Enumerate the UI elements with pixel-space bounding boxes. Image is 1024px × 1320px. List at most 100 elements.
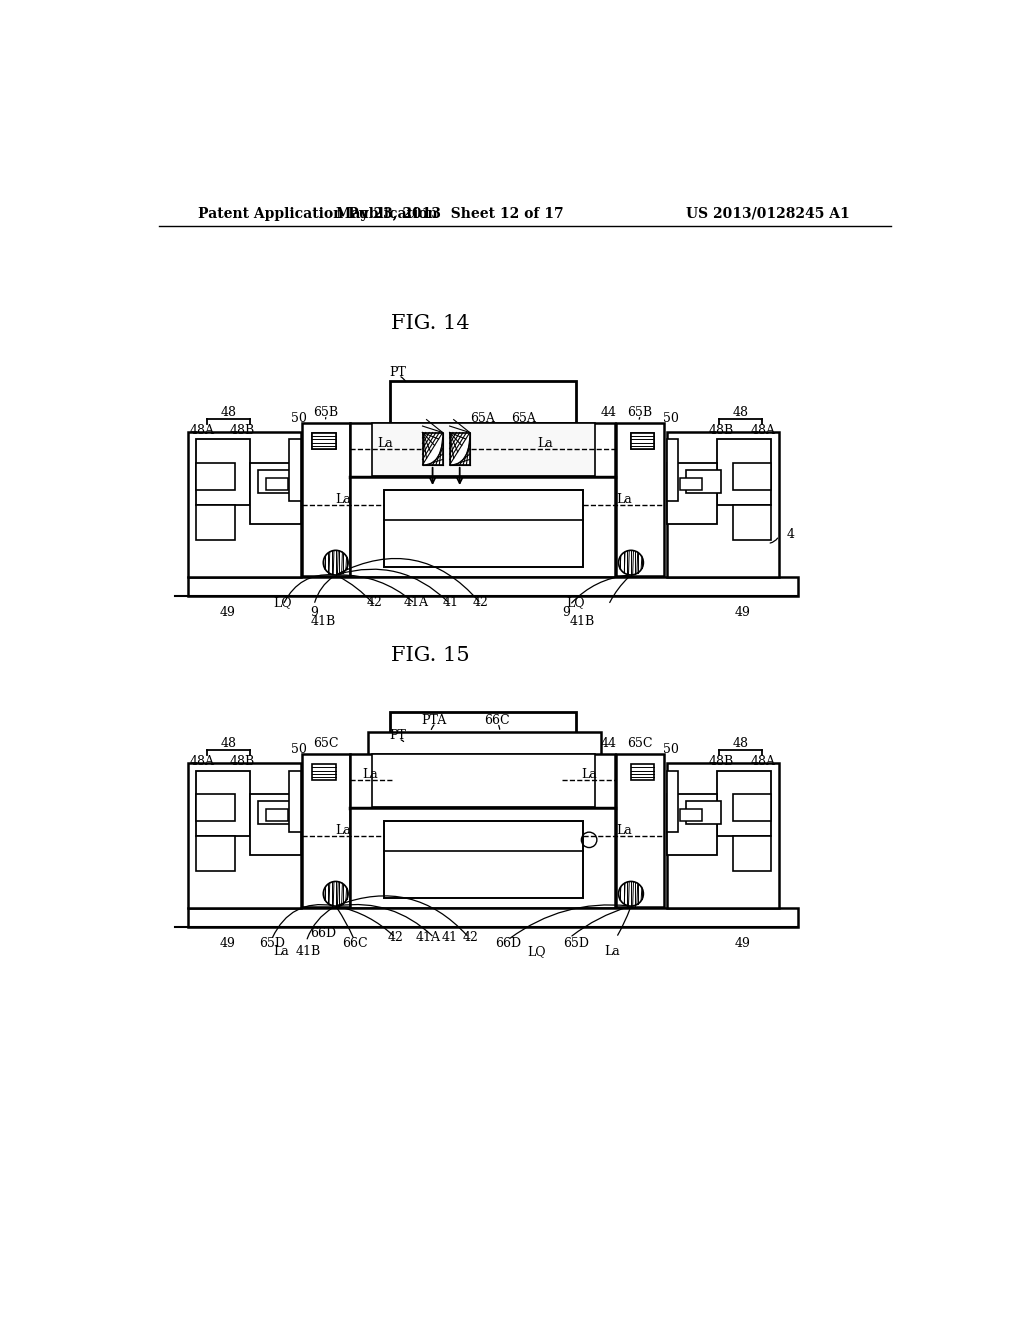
Bar	[350, 477, 615, 577]
Bar	[302, 755, 350, 907]
Text: La: La	[537, 437, 553, 450]
Text: 66C: 66C	[484, 714, 510, 727]
Text: 9: 9	[562, 606, 569, 619]
Text: 41B: 41B	[295, 945, 321, 958]
Bar	[686, 470, 721, 494]
Bar	[450, 433, 470, 465]
Bar	[717, 440, 771, 506]
Bar	[667, 462, 717, 524]
Bar	[372, 755, 595, 807]
Text: 48: 48	[732, 737, 749, 750]
Bar	[197, 440, 251, 506]
Bar	[680, 478, 701, 490]
Text: 42: 42	[463, 931, 478, 944]
Text: La: La	[273, 945, 290, 958]
Text: PTA: PTA	[422, 714, 446, 727]
Text: 66D: 66D	[310, 927, 336, 940]
Bar	[717, 771, 771, 836]
Bar	[251, 793, 301, 855]
Text: Patent Application Publication: Patent Application Publication	[198, 207, 437, 220]
Text: 42: 42	[367, 597, 382, 610]
Bar	[423, 433, 442, 465]
Bar	[312, 764, 336, 780]
Text: 65D: 65D	[563, 937, 589, 950]
Bar	[266, 478, 288, 490]
Text: 48: 48	[221, 737, 237, 750]
Text: La: La	[336, 492, 351, 506]
Text: 48: 48	[732, 407, 749, 418]
Bar	[667, 793, 717, 855]
Text: 49: 49	[219, 606, 236, 619]
Text: 50: 50	[291, 412, 306, 425]
Text: 65B: 65B	[313, 407, 338, 418]
Text: 42: 42	[473, 597, 488, 610]
Bar	[372, 424, 595, 475]
Text: 50: 50	[663, 743, 679, 756]
Text: 48A: 48A	[751, 424, 776, 437]
Bar	[197, 793, 234, 821]
Text: La: La	[336, 824, 351, 837]
Text: 50: 50	[663, 412, 679, 425]
Bar	[197, 836, 234, 871]
Text: 49: 49	[219, 937, 236, 950]
Bar	[188, 763, 301, 908]
Bar	[631, 433, 654, 449]
Text: PT: PT	[389, 730, 407, 742]
Text: 4: 4	[786, 528, 795, 541]
Text: La: La	[378, 437, 393, 450]
Text: La: La	[616, 492, 632, 506]
Text: 65C: 65C	[313, 737, 338, 750]
Bar	[667, 440, 678, 502]
Text: 44: 44	[600, 737, 616, 750]
Bar	[258, 470, 293, 494]
Text: 66C: 66C	[342, 937, 368, 950]
Text: 44: 44	[600, 407, 616, 418]
Text: 41A: 41A	[403, 597, 429, 610]
Bar	[390, 381, 575, 424]
Bar	[384, 821, 583, 898]
Bar	[289, 771, 301, 832]
Text: 41: 41	[442, 597, 459, 610]
Bar	[197, 506, 234, 540]
Bar	[631, 433, 654, 449]
Text: LQ: LQ	[566, 597, 586, 610]
Bar	[667, 432, 779, 577]
Text: 65A: 65A	[470, 412, 496, 425]
Bar	[188, 577, 798, 595]
Bar	[680, 809, 701, 821]
Text: 48A: 48A	[189, 424, 215, 437]
Text: 48B: 48B	[230, 424, 255, 437]
Text: 65D: 65D	[259, 937, 285, 950]
Text: May 23, 2013  Sheet 12 of 17: May 23, 2013 Sheet 12 of 17	[336, 207, 563, 220]
Text: 48B: 48B	[230, 755, 255, 768]
Text: 65C: 65C	[627, 737, 652, 750]
Text: 48B: 48B	[709, 755, 734, 768]
Bar	[732, 506, 771, 540]
Bar	[732, 793, 771, 821]
Text: 49: 49	[734, 606, 751, 619]
Text: 49: 49	[734, 937, 751, 950]
Bar	[390, 711, 575, 755]
Bar	[667, 763, 779, 908]
Text: 9: 9	[310, 606, 317, 619]
Text: 66D: 66D	[495, 937, 521, 950]
Bar	[266, 809, 288, 821]
Text: 65A: 65A	[511, 412, 536, 425]
Text: 48: 48	[221, 407, 237, 418]
Bar	[302, 424, 350, 576]
Text: 41: 41	[441, 931, 458, 944]
Text: 41B: 41B	[569, 615, 595, 628]
Text: 50: 50	[291, 743, 306, 756]
Bar	[631, 764, 654, 780]
Text: PT: PT	[389, 366, 407, 379]
Bar	[686, 801, 721, 825]
Bar	[384, 490, 583, 566]
Bar	[289, 440, 301, 502]
Bar	[188, 432, 301, 577]
Bar	[350, 808, 615, 908]
Bar	[258, 801, 293, 825]
Text: La: La	[604, 945, 621, 958]
Text: La: La	[616, 824, 632, 837]
Bar	[197, 462, 234, 490]
Bar	[197, 771, 251, 836]
